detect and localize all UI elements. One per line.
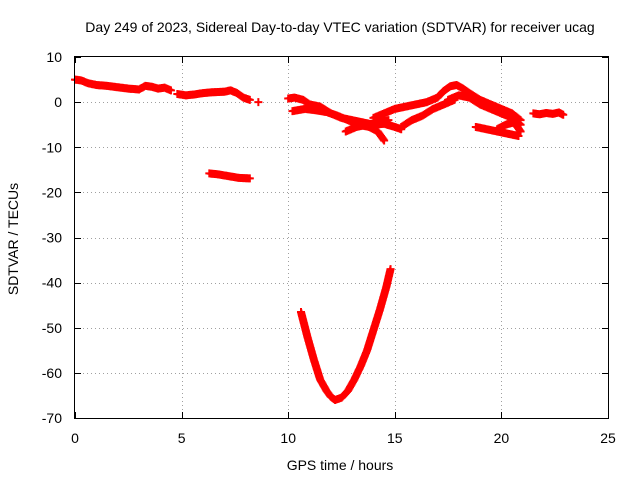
data-point — [514, 131, 523, 140]
x-axis-label: GPS time / hours — [287, 457, 394, 473]
y-tick-label: -50 — [42, 320, 62, 336]
x-tick-labels: 0 5 10 15 20 25 — [71, 430, 616, 446]
data-point — [245, 174, 254, 183]
plot-frame — [74, 56, 609, 419]
data-point — [245, 95, 254, 104]
data-point — [559, 110, 568, 119]
x-tick-label: 20 — [494, 430, 510, 446]
y-tick-label: -30 — [42, 230, 62, 246]
data-points — [71, 75, 568, 404]
y-tick-label: 10 — [46, 49, 62, 65]
x-tick-label: 5 — [178, 430, 186, 446]
y-tick-label: -10 — [42, 139, 62, 155]
data-point — [386, 265, 395, 274]
y-tick-label: -70 — [42, 410, 62, 426]
y-axis-label: SDTVAR / TECUs — [5, 183, 21, 295]
x-tick-label: 10 — [280, 430, 296, 446]
data-point — [380, 136, 389, 145]
y-tick-label: -20 — [42, 184, 62, 200]
data-point — [516, 127, 525, 136]
y-tick-label: 0 — [54, 94, 62, 110]
y-tick-label: -40 — [42, 275, 62, 291]
data-point — [384, 116, 393, 125]
y-tick-label: -60 — [42, 365, 62, 381]
chart-title: Day 249 of 2023, Sidereal Day-to-day VTE… — [85, 19, 594, 35]
y-tick-labels: 10 0 -10 -20 -30 -40 -50 -60 -70 — [42, 49, 62, 426]
data-point — [166, 86, 175, 95]
x-tick-label: 25 — [600, 430, 616, 446]
data-point — [254, 98, 263, 107]
x-tick-label: 15 — [387, 430, 403, 446]
axis-ticks — [75, 57, 609, 419]
grid-lines — [75, 57, 608, 418]
x-tick-label: 0 — [71, 430, 79, 446]
